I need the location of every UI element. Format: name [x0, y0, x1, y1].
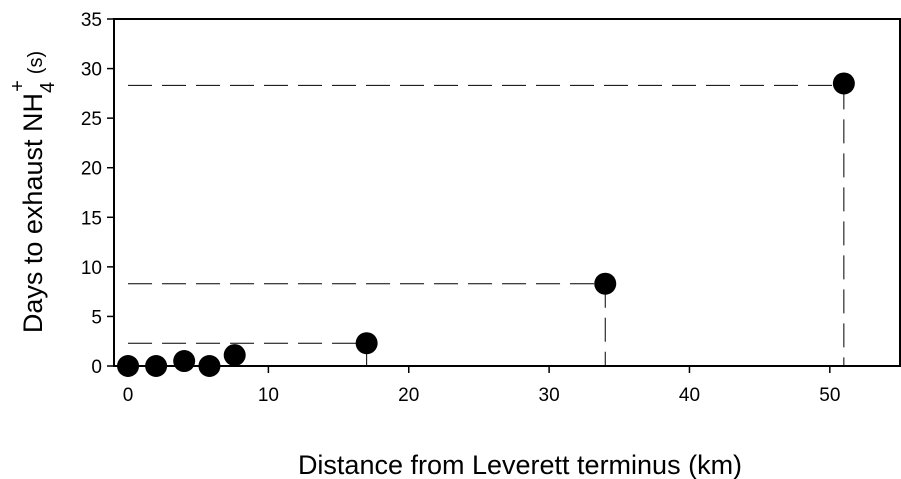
x-tick-label-2: 20: [398, 385, 419, 406]
x-tick-label-3: 30: [539, 385, 560, 406]
data-point-5: [355, 332, 378, 355]
data-point-4: [223, 344, 246, 367]
y-axis-label-superscript: +: [7, 80, 29, 92]
x-tick-label-4: 40: [679, 385, 700, 406]
y-tick-label-4: 20: [81, 159, 102, 180]
y-tick-label-2: 10: [81, 258, 102, 279]
x-tick-label-0: 0: [123, 385, 134, 406]
x-tick-label-1: 10: [258, 385, 279, 406]
y-tick-label-7: 35: [81, 10, 102, 31]
data-point-6: [594, 272, 617, 295]
y-axis-label-main: Days to exhaust NH: [18, 93, 48, 333]
dashed-guide-lines: [128, 84, 845, 366]
y-axis-label: Days to exhaust NH4 + (s): [7, 51, 59, 333]
data-point-7: [832, 72, 855, 95]
y-tick-label-0: 0: [91, 357, 102, 378]
x-axis-label: Distance from Leverett terminus (km): [298, 450, 742, 479]
x-axis-ticks: 0 10 20 30 40 50: [123, 366, 840, 406]
y-tick-label-1: 5: [91, 307, 102, 328]
plot-frame: [113, 18, 901, 367]
y-tick-label-3: 15: [81, 208, 102, 229]
y-axis-label-suffix: (s): [25, 51, 47, 74]
data-point-2: [173, 350, 196, 373]
y-axis-ticks: 0 5 10 15 20 25 30 35: [81, 10, 114, 378]
y-tick-label-6: 30: [81, 60, 102, 81]
x-tick-label-5: 50: [819, 385, 840, 406]
y-axis-label-subscript: 4: [37, 82, 59, 93]
y-tick-label-5: 25: [81, 109, 102, 130]
